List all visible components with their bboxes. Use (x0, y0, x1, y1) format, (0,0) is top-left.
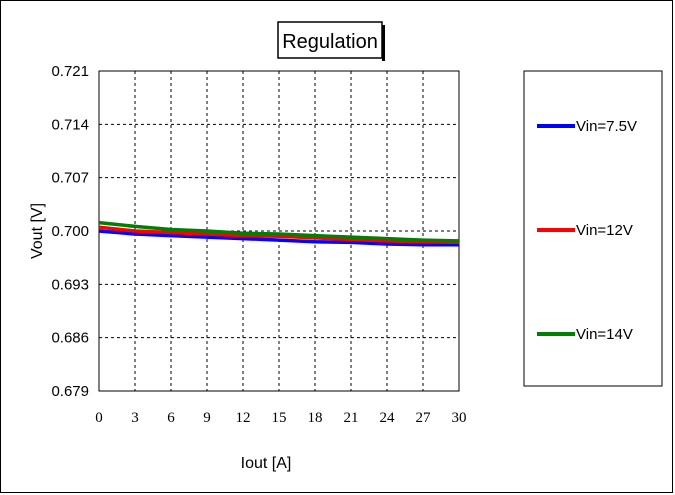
series-lines (98, 220, 460, 247)
y-tick-label: 0.679 (51, 383, 89, 400)
x-tick-labels: 0 3 6 9 12 15 18 21 24 27 30 (95, 410, 466, 426)
x-tick-label: 21 (344, 410, 359, 426)
legend-entries: Vin=7.5V Vin=12V Vin=14V (537, 118, 637, 343)
y-tick-label: 0.707 (51, 170, 89, 187)
x-tick-label: 30 (452, 410, 467, 426)
y-tick-label: 0.721 (51, 63, 89, 80)
x-tick-label: 18 (308, 410, 323, 426)
series-line-2 (98, 225, 460, 245)
chart-title: Regulation (282, 31, 378, 53)
x-axis-title: Iout [A] (241, 455, 292, 472)
chart-title-box (277, 21, 383, 59)
x-tick-label: 15 (272, 410, 287, 426)
y-axis-title: Vout [V] (29, 203, 46, 259)
y-tick-label: 0.693 (51, 276, 89, 293)
x-tick-label: 24 (380, 410, 396, 426)
x-tick-label: 9 (203, 410, 211, 426)
series-line-1 (98, 229, 459, 247)
x-tick-label: 27 (416, 410, 432, 426)
x-tick-label: 6 (167, 410, 175, 426)
chart-title-shadow (382, 25, 385, 61)
series-line-3 (98, 220, 460, 243)
legend-label: Vin=7.5V (576, 118, 637, 135)
y-tick-label: 0.714 (51, 116, 89, 133)
x-tick-label: 12 (236, 410, 251, 426)
x-tick-label: 3 (131, 410, 139, 426)
y-tick-label: 0.686 (51, 330, 89, 347)
legend-label: Vin=14V (576, 326, 633, 343)
x-tick-label: 0 (95, 410, 103, 426)
y-tick-labels: 0.721 0.714 0.707 0.700 0.693 0.686 0.679 (51, 63, 89, 400)
y-tick-label: 0.700 (51, 223, 89, 240)
legend-label: Vin=12V (576, 222, 633, 239)
